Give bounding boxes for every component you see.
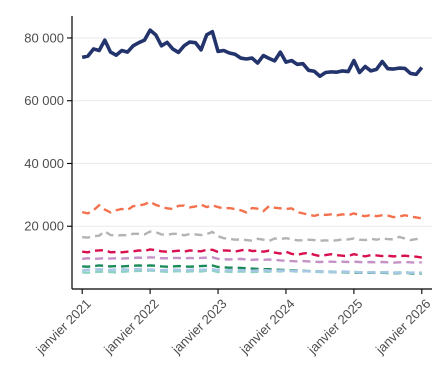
series-line-2 <box>81 200 423 220</box>
x-tick-label: janvier 2021 <box>32 296 93 357</box>
series-line-3 <box>82 230 422 243</box>
x-tick-label: janvier 2024 <box>236 296 297 357</box>
x-tick-label: janvier 2025 <box>304 296 365 357</box>
series-line-7 <box>82 269 422 275</box>
series-line-1 <box>81 28 424 79</box>
y-tick-label: 80 000 <box>24 30 64 45</box>
y-tick-label: 20 000 <box>24 219 64 234</box>
x-tick-label: janvier 2023 <box>168 296 229 357</box>
series-line-8 <box>82 267 422 275</box>
gridlines <box>72 37 432 227</box>
y-tick-label: 60 000 <box>24 93 64 108</box>
series-lines <box>81 28 424 275</box>
x-tick-label: janvier 2022 <box>100 296 161 357</box>
x-tick-label: janvier 2026 <box>372 296 433 357</box>
series-line-6 <box>82 264 422 275</box>
series-line-4 <box>82 248 423 259</box>
y-tick-label: 40 000 <box>24 156 64 171</box>
series-line-5 <box>82 256 422 264</box>
